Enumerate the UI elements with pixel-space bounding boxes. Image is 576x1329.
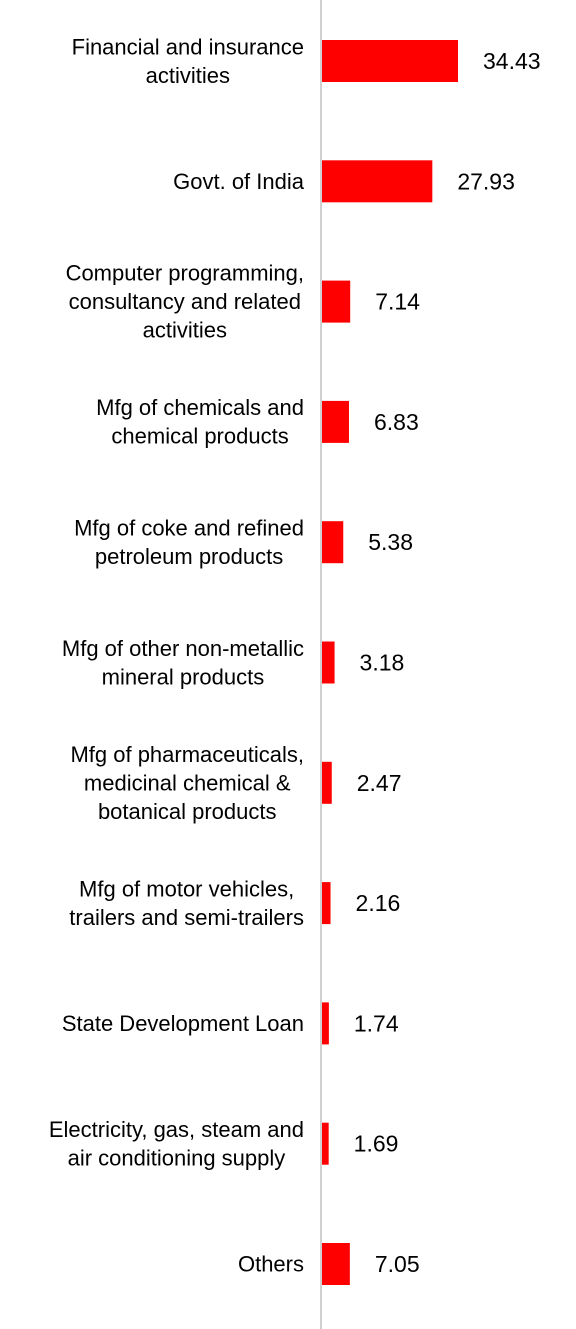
bar-value-label: 2.47 — [357, 770, 402, 796]
bar — [322, 641, 335, 684]
category-label: Financial and insurance activities — [72, 34, 304, 88]
bar — [322, 1243, 350, 1285]
category-label-line: consultancy and related — [69, 289, 301, 314]
category-label-line: Mfg of pharmaceuticals, — [70, 742, 304, 767]
bar — [322, 521, 344, 564]
category-label: Mfg of coke and refined petroleum product… — [74, 515, 304, 569]
category-label-line: mineral products — [102, 664, 265, 689]
bar-value-label: 2.16 — [356, 890, 401, 916]
category-label: Mfg of pharmaceuticals, medicinal chemica… — [70, 742, 304, 824]
bar-value-label: 1.69 — [354, 1131, 399, 1157]
category-label-line: medicinal chemical & — [84, 770, 291, 795]
category-label: Mfg of other non-metallic mineral product… — [62, 636, 304, 690]
bar-value-label: 5.38 — [368, 529, 413, 555]
value-labels: 34.43 27.93 7.14 6.83 5.38 3.18 2.47 2.16 1.74 1.… — [354, 48, 541, 1277]
bar-value-label: 7.05 — [375, 1251, 420, 1277]
category-label-line: Financial and insurance — [72, 34, 304, 59]
bar-value-label: 7.14 — [375, 289, 420, 315]
category-label: Electricity, gas, steam and air condition… — [49, 1117, 304, 1171]
bar — [322, 40, 458, 82]
category-label-line: Mfg of chemicals and — [96, 395, 304, 420]
category-label: State Development Loan — [62, 1011, 304, 1036]
category-label-line: Mfg of coke and refined — [74, 515, 304, 540]
bar — [322, 1002, 329, 1045]
category-label-line: State Development Loan — [62, 1011, 304, 1036]
category-label-line: activities — [143, 318, 227, 343]
bar-value-label: 1.74 — [354, 1010, 399, 1036]
category-label-line: Electricity, gas, steam and — [49, 1117, 304, 1142]
category-label: Mfg of motor vehicles, trailers and semi-… — [69, 876, 304, 930]
bar-value-label: 27.93 — [457, 168, 515, 194]
category-label-line: chemical products — [111, 424, 288, 449]
category-label-line: Govt. of India — [173, 169, 305, 194]
category-label-line: air conditioning supply — [68, 1145, 286, 1170]
bar — [322, 882, 331, 925]
category-label-line: botanical products — [98, 799, 277, 824]
category-labels: Financial and insurance activities Govt. o… — [49, 34, 305, 1276]
bar-value-label: 34.43 — [483, 48, 541, 74]
bar-value-label: 6.83 — [374, 409, 419, 435]
bars — [322, 40, 458, 1285]
bar — [322, 160, 433, 203]
bar — [322, 761, 332, 804]
category-label: Govt. of India — [173, 169, 305, 194]
category-label-line: trailers and semi-trailers — [69, 905, 304, 930]
category-label-line: Computer programming, — [66, 261, 304, 286]
category-label: Computer programming, consultancy and rel… — [66, 261, 304, 343]
category-label-line: activities — [146, 63, 230, 88]
bar — [322, 280, 351, 323]
bar — [322, 1122, 329, 1165]
category-label: Others — [238, 1252, 304, 1277]
category-label: Mfg of chemicals and chemical products — [96, 395, 304, 449]
bar — [322, 400, 349, 443]
category-label-line: Mfg of other non-metallic — [62, 636, 304, 661]
category-label-line: Mfg of motor vehicles, — [79, 876, 294, 901]
category-label-line: Others — [238, 1252, 304, 1277]
category-label-line: petroleum products — [95, 544, 283, 569]
bar-value-label: 3.18 — [360, 650, 405, 676]
